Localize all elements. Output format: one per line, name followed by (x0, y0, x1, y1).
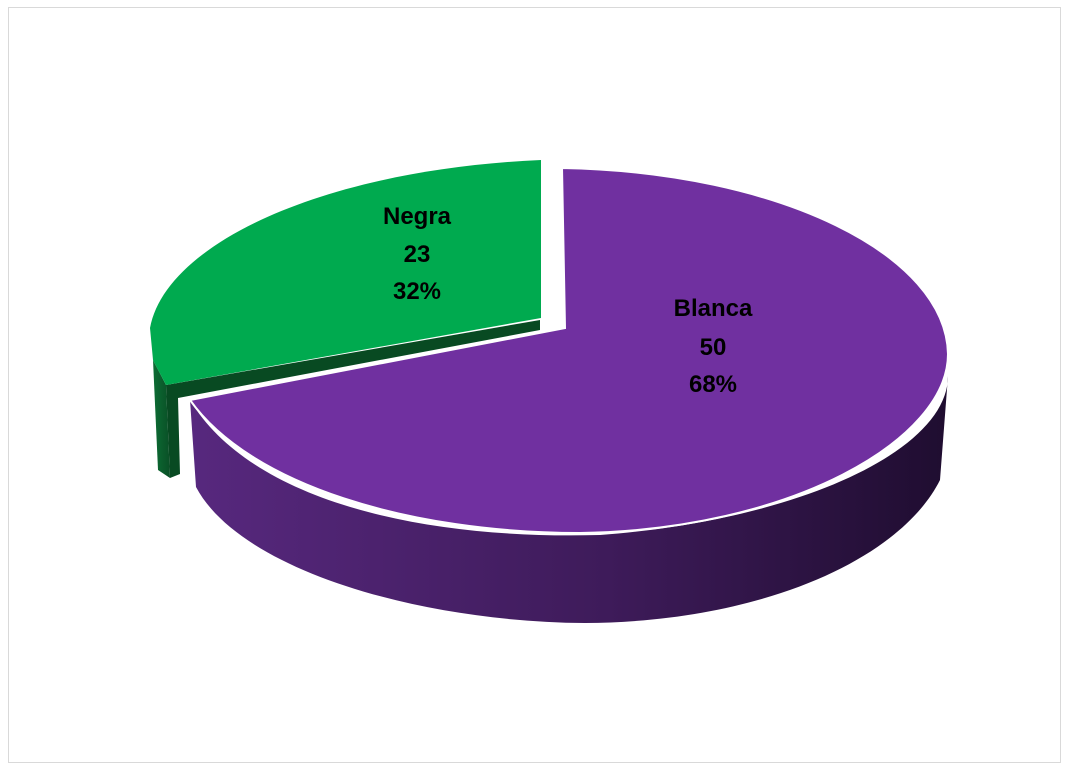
slice-negra[interactable] (150, 160, 541, 478)
label-negra-name: Negra (383, 203, 452, 230)
slice-negra-top (150, 160, 541, 385)
slice-blanca-top (188, 166, 950, 535)
label-blanca-percent: 68% (689, 371, 737, 398)
label-negra-percent: 32% (393, 278, 441, 305)
label-negra-value: 23 (404, 241, 431, 268)
slice-negra-side-cut (166, 320, 540, 478)
data-labels: Negra 23 32% Blanca 50 68% (383, 203, 753, 398)
label-blanca-value: 50 (700, 334, 727, 361)
slice-negra-side (153, 360, 170, 478)
label-blanca-name: Blanca (674, 295, 753, 322)
slice-blanca-side (190, 376, 948, 623)
slice-blanca[interactable] (188, 166, 950, 623)
